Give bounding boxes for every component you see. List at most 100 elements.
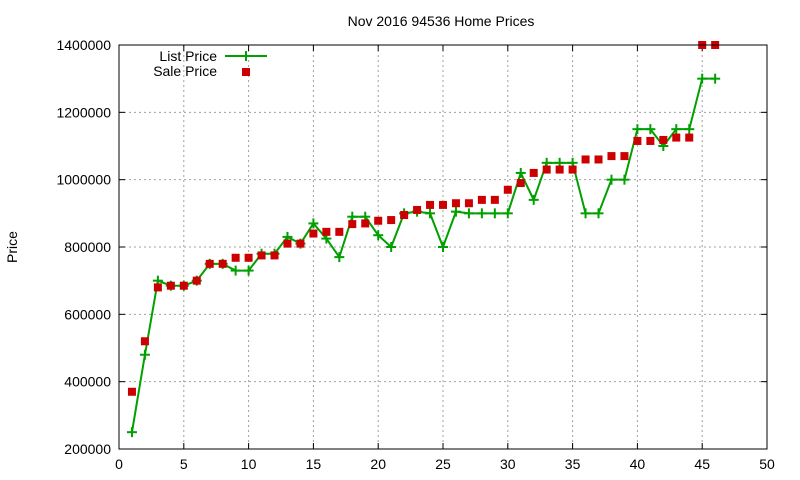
list-price-line xyxy=(130,77,716,433)
x-tick-label: 5 xyxy=(180,456,188,472)
x-tick-label: 50 xyxy=(759,456,775,472)
sale-price-point xyxy=(464,199,473,208)
list-price-point xyxy=(347,211,358,222)
x-tick-label: 30 xyxy=(500,456,516,472)
legend-label-list-price: List Price xyxy=(159,48,217,64)
x-tick-label: 0 xyxy=(115,456,123,472)
sale-price-point xyxy=(127,387,136,396)
sale-price-point xyxy=(322,227,331,236)
sale-price-point xyxy=(218,259,227,268)
sale-price-point xyxy=(244,253,253,262)
x-tick-label: 45 xyxy=(694,456,710,472)
sale-price-point xyxy=(672,133,681,142)
y-tick-label: 800000 xyxy=(64,239,111,255)
grid xyxy=(119,45,767,449)
sale-price-point xyxy=(348,220,357,229)
plot-frame xyxy=(118,44,768,450)
list-price-point xyxy=(308,218,319,229)
sale-price-point xyxy=(542,165,551,174)
list-price-point xyxy=(126,427,137,438)
list-price-point xyxy=(463,208,474,219)
sale-price-point xyxy=(296,239,305,248)
sale-price-point xyxy=(283,239,292,248)
sale-price-point xyxy=(361,219,370,228)
y-tick-label: 400000 xyxy=(64,374,111,390)
sale-price-point xyxy=(581,155,590,164)
sale-price-point xyxy=(685,133,694,142)
list-price-point xyxy=(515,167,526,178)
sale-price-point xyxy=(140,337,149,346)
sale-price-point xyxy=(490,195,499,204)
sale-price-point xyxy=(413,205,422,214)
list-price-point xyxy=(632,124,643,135)
list-price-point xyxy=(580,208,591,219)
sale-price-point xyxy=(257,251,266,260)
sale-price-point xyxy=(374,216,383,225)
y-tick-label: 1400000 xyxy=(56,37,111,53)
sale-price-point xyxy=(503,185,512,194)
x-tick-label: 15 xyxy=(306,456,322,472)
sale-price-point xyxy=(516,179,525,188)
legend-label-sale-price: Sale Price xyxy=(153,63,217,79)
list-price-point xyxy=(528,194,539,205)
axis-ticks: 0 5 10 15 20 25 30 35 40 45 50 200000 400000 600000 80… xyxy=(56,37,775,472)
sale-price-point xyxy=(529,168,538,177)
sale-price-point xyxy=(192,276,201,285)
legend-swatch-list-price-marker xyxy=(241,51,251,61)
sale-price-point xyxy=(439,200,447,209)
sale-price-point xyxy=(568,165,577,174)
list-price-point xyxy=(593,208,604,219)
y-tick-label: 1000000 xyxy=(56,172,111,188)
list-price-point xyxy=(697,73,708,84)
list-price-point xyxy=(476,208,487,219)
sale-price-point xyxy=(166,281,175,290)
sale-price-point xyxy=(646,136,655,145)
list-price-point xyxy=(619,174,630,185)
chart-title: Nov 2016 94536 Home Prices xyxy=(348,13,535,29)
sale-price-point xyxy=(387,216,396,225)
y-axis-label: Price xyxy=(4,231,20,263)
sale-price-point xyxy=(231,253,240,262)
x-tick-label: 35 xyxy=(565,456,581,472)
sale-price-point xyxy=(309,229,318,238)
list-price-point xyxy=(373,230,384,241)
list-price-point xyxy=(438,242,448,252)
list-price-point xyxy=(243,265,254,276)
series-layer xyxy=(126,41,721,438)
list-price-point xyxy=(334,252,345,263)
sale-price-point xyxy=(477,195,486,204)
y-tick-label: 200000 xyxy=(64,441,111,457)
list-price-point xyxy=(606,174,617,185)
sale-price-point xyxy=(205,259,214,268)
x-tick-label: 25 xyxy=(435,456,451,472)
sale-price-point xyxy=(555,165,564,174)
list-price-point xyxy=(684,124,695,135)
sale-price-point xyxy=(153,283,162,292)
list-price-point xyxy=(425,208,436,219)
list-price-point xyxy=(139,349,150,360)
sale-price-point xyxy=(451,199,460,208)
list-price-point xyxy=(710,73,721,84)
x-tick-label: 10 xyxy=(241,456,257,472)
sale-price-point xyxy=(400,211,409,220)
sale-price-point xyxy=(335,227,344,236)
sale-price-point xyxy=(270,251,279,260)
y-tick-label: 600000 xyxy=(64,306,111,322)
legend-swatch-sale-price xyxy=(242,68,250,76)
list-price-point xyxy=(230,265,241,276)
sale-price-point xyxy=(594,155,603,164)
list-price-point xyxy=(386,242,397,252)
y-tick-label: 1200000 xyxy=(56,104,111,120)
list-price-point xyxy=(502,208,513,219)
list-price-point xyxy=(645,124,656,135)
list-price-point xyxy=(671,124,682,135)
x-tick-label: 40 xyxy=(630,456,646,472)
sale-price-point xyxy=(607,152,616,161)
sale-price-point xyxy=(426,200,435,209)
sale-price-point xyxy=(633,136,642,145)
list-price-point xyxy=(489,208,500,219)
sale-price-point xyxy=(179,281,188,290)
sale-price-point xyxy=(659,135,668,144)
